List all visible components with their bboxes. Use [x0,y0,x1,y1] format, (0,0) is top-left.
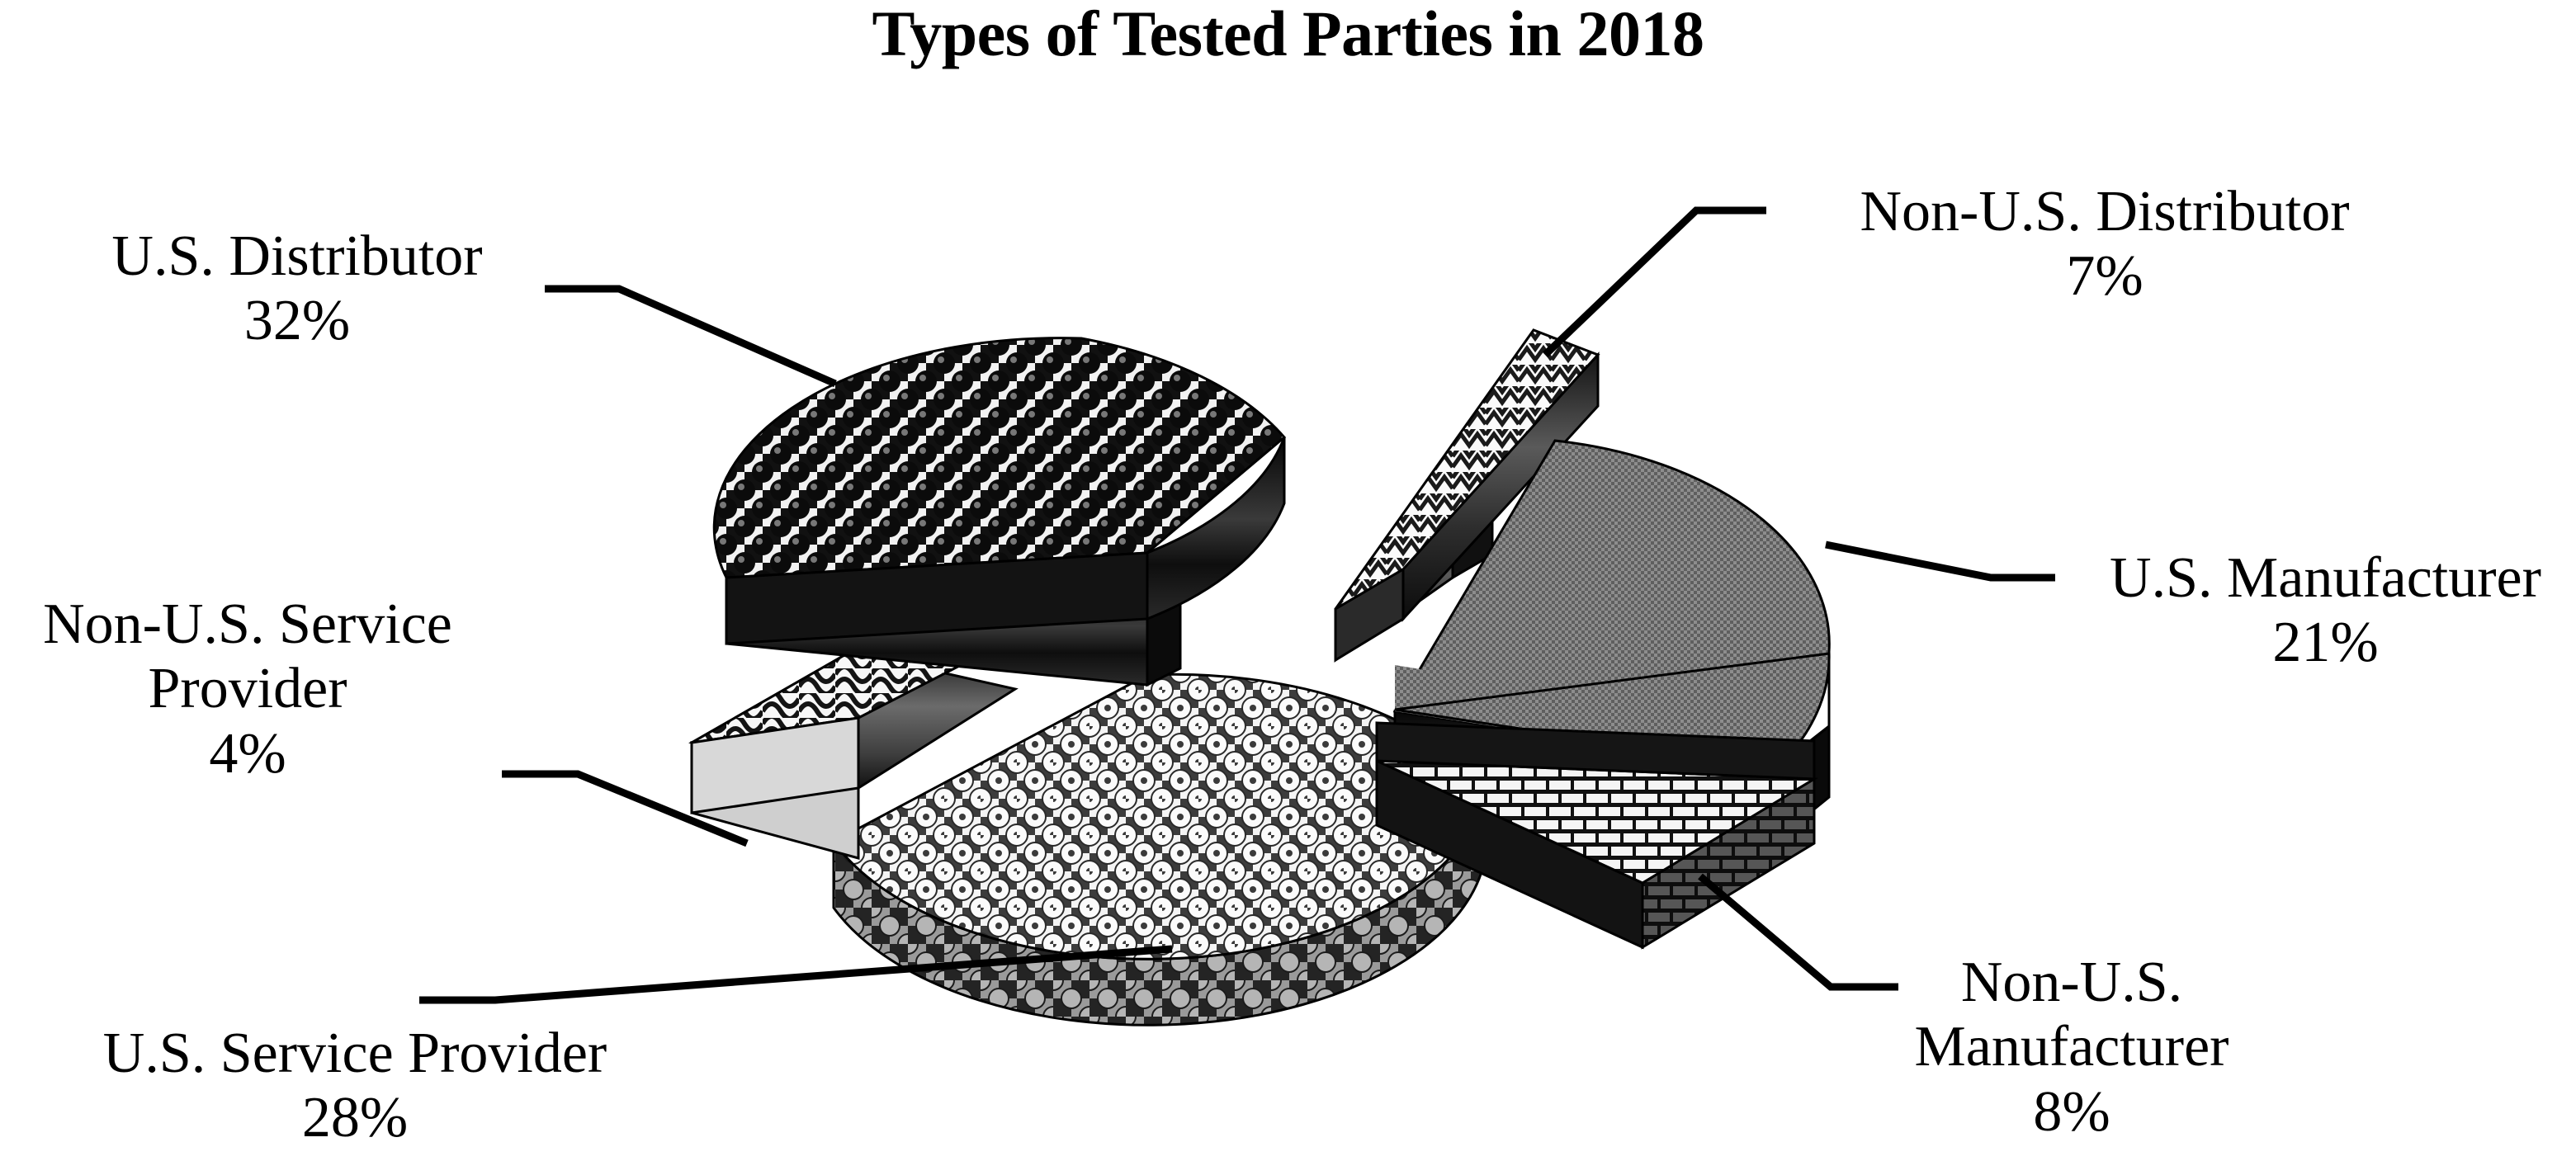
label-us-distributor-name: U.S. Distributor [111,224,483,288]
label-non-us-service-provider-name: Non-U.S. Service [43,592,452,656]
label-non-us-distributor-value: 7% [2066,244,2144,309]
label-us-distributor: U.S. Distributor 32% [50,224,545,354]
page-title: Types of Tested Parties in 2018 [872,0,1704,69]
label-us-manufacturer-name: U.S. Manufacturer [2110,546,2541,610]
label-non-us-manufacturer-name: Non-U.S. [1960,951,2183,1014]
label-us-manufacturer: U.S. Manufacturer 21% [2072,546,2576,676]
label-non-us-manufacturer: Non-U.S. Manufacturer 8% [1841,951,2303,1144]
label-non-us-service-provider-value: 4% [209,721,286,786]
label-us-distributor-value: 32% [243,289,351,353]
pie-slice-us-distributor[interactable] [712,337,1287,687]
label-us-service-provider-value: 28% [301,1086,409,1150]
label-us-service-provider: U.S. Service Provider 28% [17,1022,693,1151]
label-non-us-service-provider: Non-U.S. Service Provider 4% [0,592,495,786]
pie-slice-non-us-distributor[interactable] [1334,328,1600,663]
label-us-service-provider-name: U.S. Service Provider [102,1022,607,1085]
label-non-us-manufacturer-name2: Manufacturer [1914,1015,2229,1079]
label-us-manufacturer-value: 21% [2272,611,2379,675]
label-non-us-distributor: Non-U.S. Distributor 7% [1783,180,2427,309]
label-non-us-service-provider-name2: Provider [148,657,347,721]
label-non-us-manufacturer-value: 8% [2033,1079,2110,1144]
pie-slice-non-us-manufacturer[interactable] [1375,721,1819,950]
label-non-us-distributor-name: Non-U.S. Distributor [1860,180,2350,243]
